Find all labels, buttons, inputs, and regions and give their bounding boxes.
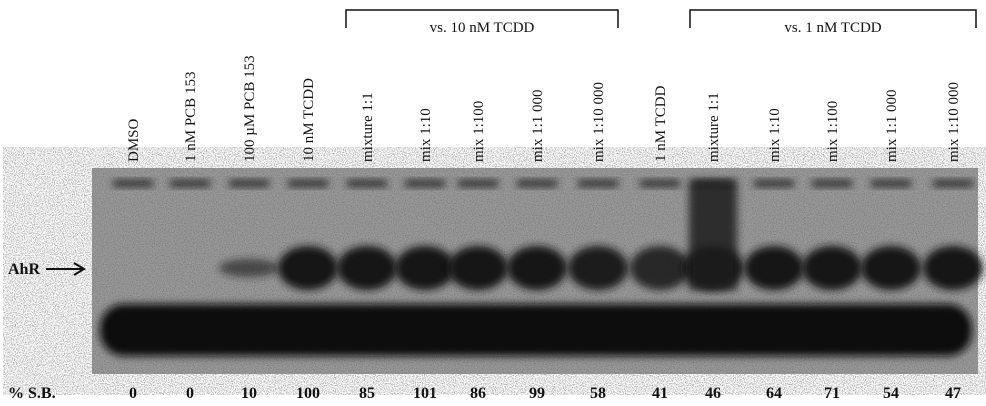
top-band	[229, 180, 269, 187]
ahr-band	[861, 246, 921, 290]
top-band	[405, 180, 445, 187]
band-label: AhR	[8, 261, 40, 278]
sb-value: 41	[652, 385, 668, 402]
sb-value: 86	[470, 385, 486, 402]
ahr-band	[568, 246, 628, 290]
top-band	[170, 180, 210, 187]
lane-label: 10 nM TCDD	[301, 78, 317, 162]
bracket-1	[345, 9, 619, 28]
sb-value: 0	[186, 385, 194, 402]
group-label: vs. 10 nM TCDD	[430, 20, 535, 36]
ahr-band	[744, 246, 804, 290]
group-label: vs. 1 nM TCDD	[784, 20, 881, 36]
sb-value: 85	[359, 385, 375, 402]
sb-value: 71	[824, 385, 840, 402]
lane-label: mix 1:100	[471, 101, 487, 162]
lane-label: 100 µM PCB 153	[242, 55, 258, 162]
sb-value: 58	[590, 385, 606, 402]
lane-label: mix 1:1 000	[530, 89, 546, 162]
lane-label: DMSO	[126, 118, 142, 162]
top-band	[578, 180, 618, 187]
top-band	[933, 180, 973, 187]
ahr-band	[802, 246, 862, 290]
bands	[100, 180, 983, 356]
row-label: % S.B.	[8, 385, 56, 402]
ahr-band	[278, 246, 338, 290]
ahr-band	[630, 246, 690, 290]
free-probe-band	[100, 304, 972, 356]
sb-value: 47	[945, 385, 961, 402]
lane-label: mix 1:10 000	[591, 82, 607, 162]
smear	[689, 180, 737, 290]
ahr-band	[923, 246, 983, 290]
ahr-band	[507, 246, 567, 290]
lane-label: mix 1:10	[418, 108, 434, 162]
lane-label: mixture 1:1	[706, 92, 722, 162]
lane-label: mix 1:10	[767, 108, 783, 162]
ahr-band	[448, 246, 508, 290]
sb-value: 64	[766, 385, 782, 402]
top-band	[517, 180, 557, 187]
lane-label: mix 1:100	[825, 101, 841, 162]
top-band	[871, 180, 911, 187]
top-band	[347, 180, 387, 187]
bracket-2	[689, 9, 977, 28]
sb-value: 99	[529, 385, 545, 402]
lane-label: 1 nM TCDD	[653, 85, 669, 162]
ahr-band	[337, 246, 397, 290]
sb-value: 101	[413, 385, 437, 402]
arrow	[46, 262, 86, 276]
top-band	[458, 180, 498, 187]
sb-value: 54	[883, 385, 899, 402]
sb-value: 0	[129, 385, 137, 402]
ahr-band	[219, 259, 279, 277]
sb-value: 46	[705, 385, 721, 402]
ahr-band	[395, 246, 455, 290]
sb-value: 100	[296, 385, 320, 402]
top-band	[812, 180, 852, 187]
top-band	[288, 180, 328, 187]
lane-label: mixture 1:1	[360, 92, 376, 162]
lane-label: mix 1:10 000	[946, 82, 962, 162]
lane-label: 1 nM PCB 153	[183, 72, 199, 162]
sb-value: 10	[241, 385, 257, 402]
lane-label: mix 1:1 000	[884, 89, 900, 162]
top-band	[754, 180, 794, 187]
top-band	[640, 180, 680, 187]
top-band	[113, 180, 153, 187]
